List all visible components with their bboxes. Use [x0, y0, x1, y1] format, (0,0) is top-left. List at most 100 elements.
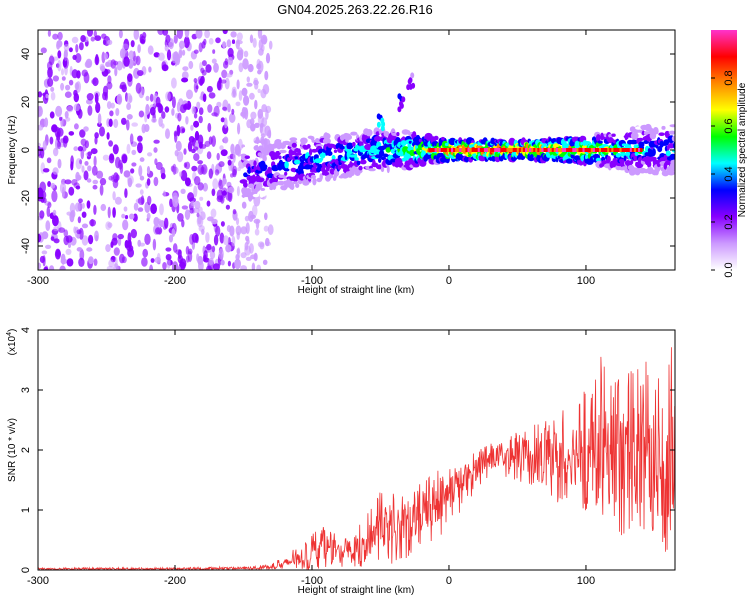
noise-blob [149, 106, 156, 116]
noise-blob [40, 47, 47, 54]
noise-blob [139, 189, 144, 195]
noise-blob [46, 206, 51, 218]
noise-blob [82, 144, 87, 152]
signal-blob [661, 125, 666, 130]
signal-blob [374, 136, 382, 141]
signal-blob [320, 166, 326, 173]
noise-blob [127, 232, 132, 244]
noise-blob [57, 140, 62, 150]
noise-blob [39, 210, 45, 219]
noise-blob [94, 230, 99, 242]
signal-core [459, 148, 462, 152]
signal-blob [263, 192, 268, 196]
noise-blob [52, 33, 59, 40]
signal-blob [667, 142, 675, 149]
noise-blob [118, 30, 123, 39]
noise-blob [203, 38, 207, 46]
chart-title: GN04.2025.263.22.26.R16 [277, 2, 433, 17]
noise-blob [194, 200, 201, 210]
noise-blob [158, 116, 163, 127]
noise-blob [77, 146, 83, 152]
noise-blob [177, 112, 182, 122]
noise-blob [222, 30, 228, 35]
signal-core [631, 148, 635, 152]
noise-blob [208, 168, 213, 179]
noise-blob [92, 184, 98, 190]
signal-blob [310, 136, 315, 141]
noise-blob [121, 117, 127, 125]
noise-blob [45, 220, 51, 232]
noise-blob [237, 167, 241, 172]
signal-blob [243, 182, 248, 188]
signal-blob [630, 132, 639, 140]
signal-core [590, 148, 594, 152]
signal-blob [370, 139, 378, 147]
noise-blob [81, 223, 89, 229]
signal-core [473, 148, 477, 152]
signal-blob [382, 153, 389, 158]
signal-blob [368, 168, 376, 172]
signal-blob [295, 183, 300, 189]
noise-blob [40, 162, 46, 174]
signal-blob [433, 135, 439, 141]
noise-blob [102, 91, 107, 101]
x-tick-label: -100 [301, 575, 323, 587]
signal-core [461, 148, 464, 152]
noise-blob [213, 263, 220, 270]
noise-blob [252, 37, 257, 48]
signal-core [516, 148, 520, 152]
noise-blob [189, 234, 195, 245]
noise-blob [84, 60, 92, 68]
signal-blob [333, 149, 338, 153]
noise-blob [171, 52, 178, 64]
noise-blob [164, 106, 170, 113]
noise-blob [244, 241, 249, 251]
signal-core [529, 148, 532, 152]
noise-blob [246, 82, 253, 87]
noise-blob [61, 76, 66, 81]
noise-blob [47, 30, 51, 37]
snr-x-ticks: -300 -200 -100 0 100 [27, 330, 595, 587]
spectrogram-x-axis-label: Height of straight line (km) [298, 285, 415, 296]
snr-scale-note: (x104) [6, 329, 18, 356]
noise-blob [185, 245, 190, 255]
noise-blob [72, 54, 77, 61]
noise-blob [229, 225, 235, 237]
noise-blob [76, 229, 82, 235]
noise-blob [165, 34, 171, 43]
noise-blob [90, 36, 96, 42]
signal-blob [357, 151, 364, 156]
snr-y-ticks: 0 1 2 3 4 [20, 327, 675, 573]
noise-blob [257, 108, 264, 119]
noise-blob [193, 185, 198, 198]
signal-blob [574, 140, 580, 145]
noise-blob [106, 132, 110, 140]
noise-blob [130, 40, 135, 48]
y-tick-label: 3 [20, 387, 32, 393]
noise-blob [73, 226, 77, 234]
y-tick-label: 4 [20, 327, 32, 333]
noise-blob [205, 232, 210, 243]
noise-blob [173, 34, 178, 44]
noise-blob [73, 182, 80, 189]
noise-blob [129, 133, 134, 145]
x-tick-label: -300 [27, 275, 49, 287]
signal-core [640, 148, 643, 152]
signal-core [525, 148, 528, 152]
spectrogram-panel: -300 -200 -100 0 100 40 20 0 -20 -40 Height of s… [7, 29, 676, 296]
noise-blob [131, 122, 138, 127]
noise-blob [124, 188, 128, 199]
x-tick-label: 0 [446, 275, 452, 287]
noise-blob [184, 177, 191, 187]
signal-core [520, 148, 524, 152]
noise-blob [86, 200, 91, 209]
signal-blob [327, 151, 333, 156]
noise-blob [235, 225, 242, 236]
signal-core [592, 148, 596, 152]
noise-blob [102, 39, 107, 45]
noise-blob [108, 259, 115, 268]
signal-blob [290, 183, 295, 190]
noise-blob [215, 225, 221, 237]
noise-blob [235, 217, 240, 226]
signal-blob [408, 140, 412, 144]
